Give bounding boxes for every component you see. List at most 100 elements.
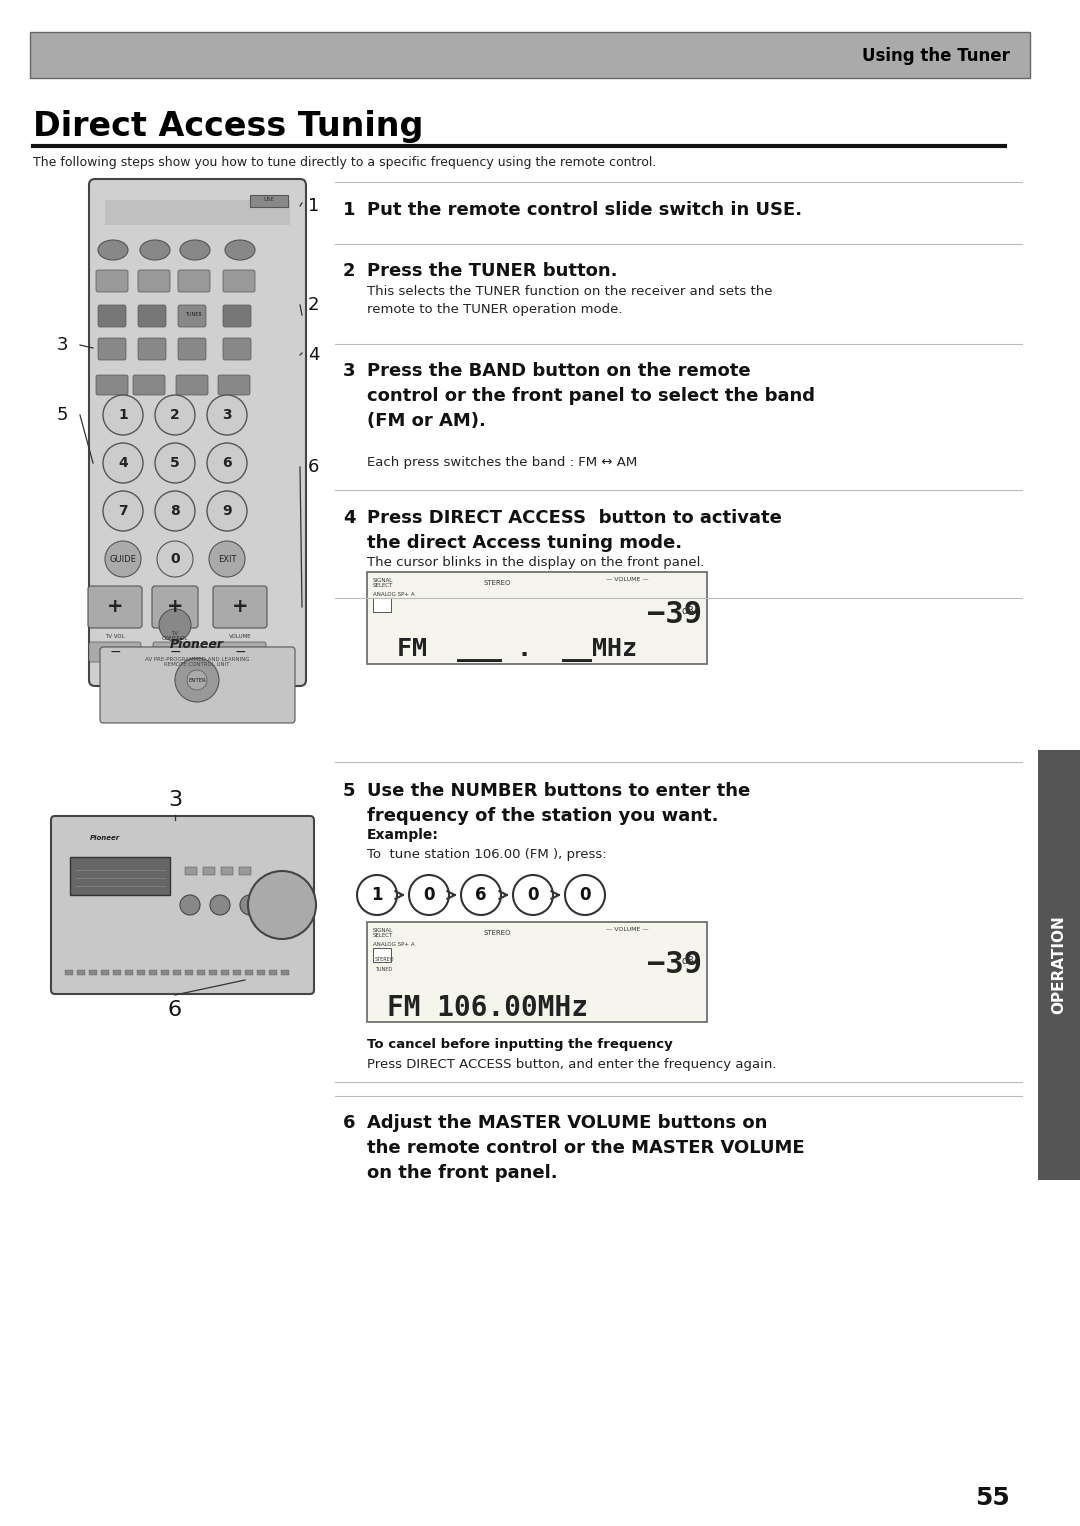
FancyBboxPatch shape [178, 305, 206, 327]
Bar [30, 32, 1030, 78]
FancyBboxPatch shape [51, 816, 314, 993]
Bar [373, 598, 391, 612]
Text: 1: 1 [372, 887, 382, 903]
Bar [185, 971, 193, 975]
Text: 6: 6 [475, 887, 487, 903]
Text: TV
CONTROL: TV CONTROL [162, 630, 188, 641]
Bar [367, 572, 707, 664]
Text: STEREO: STEREO [483, 929, 511, 935]
FancyBboxPatch shape [89, 179, 306, 687]
Text: 4: 4 [308, 346, 320, 365]
Text: USE: USE [264, 197, 274, 201]
Text: GUIDE: GUIDE [109, 554, 136, 563]
Text: STEREO: STEREO [375, 957, 394, 961]
Text: +: + [107, 598, 123, 617]
Circle shape [187, 670, 207, 690]
Bar [113, 971, 121, 975]
Ellipse shape [180, 240, 210, 259]
Text: Pioneer: Pioneer [170, 638, 224, 652]
Circle shape [207, 443, 247, 484]
Circle shape [103, 443, 143, 484]
Text: ANALOG SP+ A: ANALOG SP+ A [373, 942, 415, 948]
Text: −39: −39 [647, 951, 702, 980]
FancyBboxPatch shape [178, 337, 206, 360]
Circle shape [180, 896, 200, 916]
Text: 3: 3 [56, 336, 68, 354]
Bar [269, 971, 276, 975]
Text: — VOLUME —: — VOLUME — [606, 577, 648, 581]
Text: ENTER: ENTER [188, 678, 206, 682]
Text: 5: 5 [56, 406, 68, 424]
Text: 5: 5 [343, 781, 355, 800]
Text: dB: dB [681, 955, 694, 966]
Text: — VOLUME —: — VOLUME — [606, 926, 648, 932]
Text: OPERATION: OPERATION [1052, 916, 1067, 1015]
Circle shape [159, 609, 191, 641]
Circle shape [156, 395, 195, 435]
Circle shape [565, 874, 605, 916]
FancyBboxPatch shape [152, 586, 198, 629]
Text: −39: −39 [647, 600, 702, 629]
Text: 1: 1 [118, 407, 127, 423]
Bar [245, 971, 253, 975]
Circle shape [461, 874, 501, 916]
Text: 0: 0 [423, 887, 435, 903]
FancyBboxPatch shape [176, 375, 208, 395]
Text: Use the NUMBER buttons to enter the
frequency of the station you want.: Use the NUMBER buttons to enter the freq… [367, 781, 751, 826]
Text: 6: 6 [343, 1114, 355, 1132]
Text: 7: 7 [118, 504, 127, 517]
FancyBboxPatch shape [218, 375, 249, 395]
Text: −: − [170, 645, 180, 659]
Text: Using the Tuner: Using the Tuner [862, 47, 1010, 66]
FancyBboxPatch shape [222, 337, 251, 360]
Circle shape [207, 395, 247, 435]
Text: Example:: Example: [367, 829, 438, 842]
Text: STEREO: STEREO [483, 580, 511, 586]
Circle shape [156, 443, 195, 484]
Text: 3: 3 [167, 790, 183, 810]
Text: Press DIRECT ACCESS  button to activate
the direct Access tuning mode.: Press DIRECT ACCESS button to activate t… [367, 510, 782, 552]
Circle shape [103, 395, 143, 435]
Circle shape [210, 896, 230, 916]
Text: 3: 3 [343, 362, 355, 380]
FancyBboxPatch shape [89, 642, 141, 662]
FancyBboxPatch shape [138, 337, 166, 360]
Text: 1: 1 [308, 197, 320, 215]
Bar [185, 867, 197, 874]
FancyBboxPatch shape [138, 270, 170, 291]
Bar [249, 195, 288, 208]
Text: 6: 6 [222, 456, 232, 470]
Text: 8: 8 [171, 504, 180, 517]
FancyBboxPatch shape [98, 305, 126, 327]
Text: −: − [234, 645, 246, 659]
Text: Direct Access Tuning: Direct Access Tuning [33, 110, 423, 143]
Bar [197, 971, 205, 975]
Ellipse shape [98, 240, 129, 259]
FancyBboxPatch shape [213, 586, 267, 629]
Bar [210, 971, 217, 975]
Text: 55: 55 [975, 1486, 1010, 1511]
Bar [373, 948, 391, 961]
Text: dB: dB [681, 606, 694, 617]
Ellipse shape [225, 240, 255, 259]
Text: 6: 6 [167, 1000, 183, 1019]
FancyBboxPatch shape [98, 337, 126, 360]
Text: Put the remote control slide switch in USE.: Put the remote control slide switch in U… [367, 201, 802, 220]
Bar [137, 971, 145, 975]
Text: The cursor blinks in the display on the front panel.: The cursor blinks in the display on the … [367, 555, 704, 569]
Text: ANALOG SP+ A: ANALOG SP+ A [373, 592, 415, 597]
Text: SIGNAL
SELECT: SIGNAL SELECT [373, 578, 393, 589]
Bar [281, 971, 289, 975]
FancyBboxPatch shape [222, 270, 255, 291]
Text: 0: 0 [171, 552, 179, 566]
Text: 0: 0 [527, 887, 539, 903]
Text: Each press switches the band : FM ↔ AM: Each press switches the band : FM ↔ AM [367, 456, 637, 468]
Text: To cancel before inputting the frequency: To cancel before inputting the frequency [367, 1038, 673, 1051]
Bar [70, 858, 170, 896]
Circle shape [103, 491, 143, 531]
Text: 5: 5 [171, 456, 180, 470]
FancyBboxPatch shape [138, 305, 166, 327]
FancyBboxPatch shape [96, 375, 129, 395]
Bar [257, 971, 265, 975]
Circle shape [207, 491, 247, 531]
